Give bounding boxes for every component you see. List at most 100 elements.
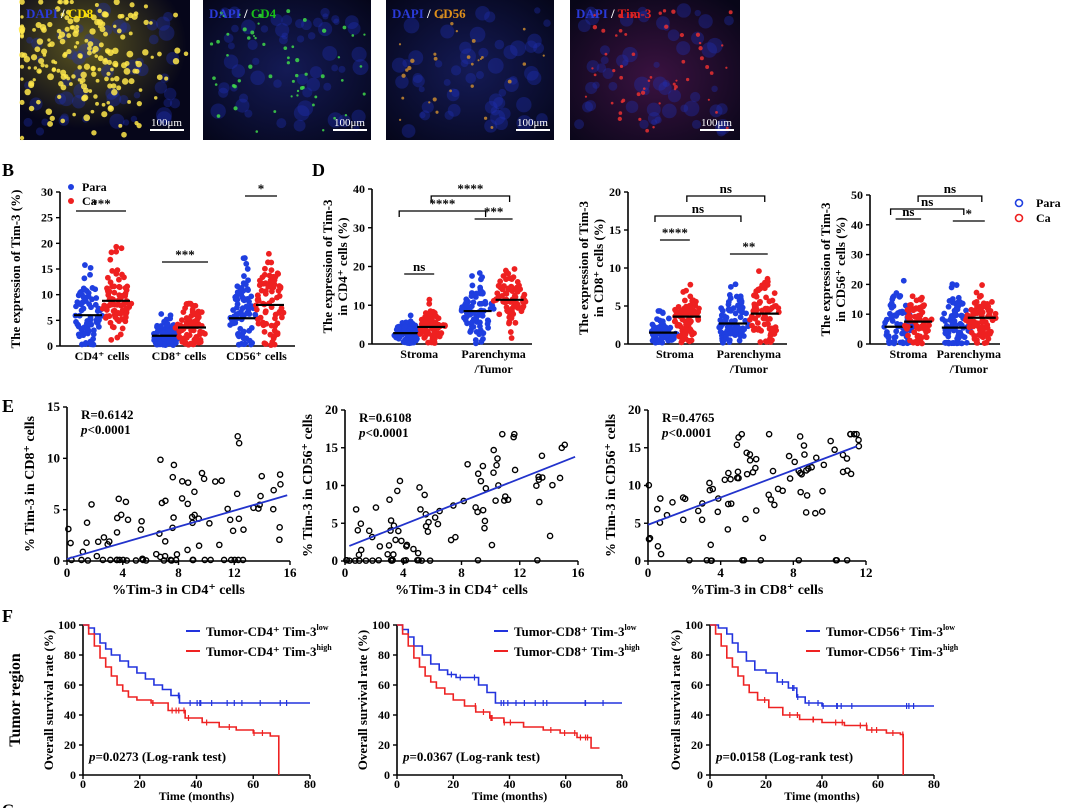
data-point bbox=[963, 339, 970, 346]
data-point bbox=[511, 466, 519, 474]
data-point bbox=[498, 430, 506, 438]
stain-dot bbox=[321, 28, 327, 33]
stain-dot bbox=[121, 78, 129, 85]
data-point bbox=[725, 306, 732, 313]
stain-dot bbox=[490, 126, 494, 129]
data-point bbox=[979, 309, 986, 316]
data-point bbox=[659, 318, 666, 325]
data-point bbox=[514, 302, 521, 308]
stain-dot bbox=[113, 75, 120, 82]
y-tick-label: 20 bbox=[325, 402, 338, 417]
dapi-nucleus bbox=[219, 7, 230, 18]
dapi-nucleus bbox=[412, 74, 425, 88]
data-point bbox=[427, 308, 434, 315]
p-value: p<0.0001 bbox=[661, 425, 712, 440]
data-point bbox=[417, 506, 424, 513]
data-point bbox=[241, 341, 247, 348]
p-value: p<0.0001 bbox=[80, 422, 131, 437]
data-point bbox=[679, 331, 686, 338]
data-point bbox=[269, 505, 277, 513]
data-point bbox=[985, 307, 992, 314]
dapi-nucleus bbox=[434, 60, 443, 68]
data-point bbox=[74, 299, 81, 306]
data-point bbox=[197, 331, 203, 338]
dapi-nucleus bbox=[498, 88, 507, 97]
dapi-nucleus bbox=[26, 36, 33, 44]
data-point bbox=[477, 319, 483, 326]
stain-dot bbox=[401, 73, 406, 78]
stain-dot bbox=[679, 32, 685, 38]
data-point bbox=[458, 306, 465, 313]
data-point bbox=[117, 511, 125, 519]
dapi-nucleus bbox=[683, 100, 700, 117]
x-axis-title: %Tim-3 in CD8⁺ cells bbox=[691, 583, 824, 598]
data-point bbox=[950, 314, 956, 321]
dapi-nucleus bbox=[596, 63, 607, 73]
data-point bbox=[84, 321, 91, 327]
dapi-nucleus bbox=[395, 75, 409, 89]
dapi-nucleus bbox=[654, 116, 662, 124]
data-point bbox=[696, 305, 702, 312]
data-point bbox=[757, 556, 765, 564]
stain-dot bbox=[134, 68, 140, 74]
stain-dot bbox=[291, 45, 295, 49]
data-point bbox=[654, 316, 660, 323]
data-point bbox=[797, 469, 804, 477]
dapi-nucleus bbox=[338, 65, 346, 73]
stain-dot bbox=[129, 2, 135, 8]
dapi-nucleus bbox=[401, 124, 416, 138]
data-point bbox=[417, 331, 424, 337]
data-point bbox=[114, 301, 121, 308]
dapi-nucleus bbox=[527, 33, 542, 49]
regression-line bbox=[349, 455, 576, 547]
row-label-tumor-region: Tumor region bbox=[7, 653, 24, 747]
y-tick-label: 0 bbox=[54, 553, 61, 568]
stain-dot bbox=[19, 28, 25, 35]
data-point bbox=[646, 534, 654, 542]
stain-dot bbox=[601, 28, 606, 33]
data-point bbox=[472, 294, 479, 300]
data-point bbox=[211, 478, 219, 485]
stain-dot bbox=[73, 28, 80, 34]
data-point bbox=[351, 557, 359, 564]
data-point bbox=[276, 293, 283, 299]
legend-superscript: high bbox=[625, 643, 641, 652]
data-point bbox=[410, 545, 417, 553]
data-point bbox=[971, 307, 978, 314]
stain-dot bbox=[258, 13, 263, 18]
data-point bbox=[908, 302, 914, 308]
stain-dot bbox=[664, 24, 669, 29]
stain-dot bbox=[66, 76, 71, 81]
stain-dot bbox=[470, 62, 474, 66]
dapi-nucleus bbox=[331, 15, 340, 24]
stain-dot bbox=[614, 34, 618, 37]
stain-dot bbox=[47, 21, 53, 28]
data-point bbox=[657, 550, 665, 558]
significance-label: ns bbox=[944, 181, 956, 196]
significance-bracket bbox=[654, 215, 742, 222]
y-tick-label: 20 bbox=[64, 738, 76, 752]
stain-dot bbox=[321, 129, 325, 132]
data-point bbox=[911, 329, 918, 336]
data-point bbox=[746, 451, 754, 458]
x-category-label: Stroma bbox=[400, 347, 438, 361]
data-point bbox=[476, 270, 483, 276]
data-point bbox=[178, 327, 185, 334]
x-category-label: Parenchyma bbox=[937, 347, 1001, 361]
x-axis-title: Time (months) bbox=[784, 789, 859, 803]
data-point bbox=[981, 340, 988, 347]
data-point bbox=[490, 446, 498, 454]
dapi-nucleus bbox=[41, 118, 49, 126]
micrograph-cd4: DAPI / CD4 100μm bbox=[203, 0, 371, 140]
stain-dot bbox=[38, 70, 42, 74]
stain-dot bbox=[77, 65, 82, 70]
stain-dot bbox=[68, 82, 73, 86]
data-point bbox=[161, 538, 169, 545]
data-point bbox=[262, 265, 268, 272]
dapi-nucleus bbox=[608, 81, 618, 91]
regression-line bbox=[647, 445, 858, 526]
stain-dot bbox=[20, 15, 24, 19]
data-point bbox=[115, 495, 123, 503]
data-point bbox=[218, 477, 225, 485]
dapi-nucleus bbox=[275, 22, 290, 38]
